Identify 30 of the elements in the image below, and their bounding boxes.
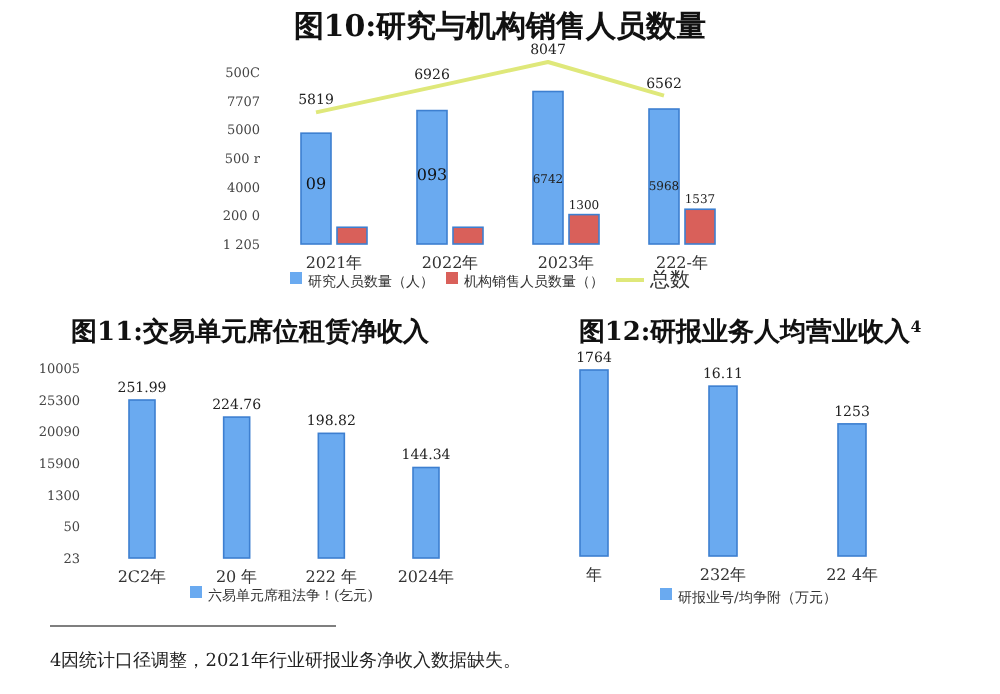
x-tick-label: 2023年: [537, 254, 595, 272]
bar: [412, 466, 440, 559]
bar: [300, 132, 332, 245]
x-tick-label: 2022年: [421, 254, 479, 272]
x-tick-label: 232年: [699, 566, 747, 584]
x-tick-label: 222-年: [656, 254, 708, 272]
x-tick-label: 2021年: [305, 254, 363, 272]
x-tick-label: 年: [586, 566, 602, 584]
chart-title: 图12:研报业务人均营业收入$^{4}$: [578, 316, 923, 348]
bar: [648, 108, 680, 245]
bar: [336, 226, 368, 245]
x-tick-label: 2024年: [397, 568, 455, 586]
bar: [452, 226, 484, 245]
x-tick-label: 20 年: [215, 568, 258, 586]
x-tick-label: 222 年: [305, 568, 358, 586]
bar: [684, 208, 716, 245]
bar: [416, 109, 448, 245]
bar: [222, 416, 251, 559]
x-tick-label: 2C2年: [117, 568, 167, 586]
chart-title: 图10:研究与机构销售人员数量: [293, 8, 707, 44]
text: 4因统计口径调整，2021年行业研报业务净收入数据缺失。: [50, 650, 522, 672]
bar: [532, 90, 564, 245]
bar: [568, 213, 600, 245]
legend-label: 总数: [648, 268, 690, 292]
bar: [128, 399, 156, 559]
annotation: 09: [305, 174, 327, 193]
annotation: 093: [416, 165, 448, 184]
chart-title: 图11:交易单元席位租赁净收入: [71, 316, 431, 348]
x-tick-label: 22 4年: [826, 566, 878, 584]
bar: [317, 432, 346, 559]
